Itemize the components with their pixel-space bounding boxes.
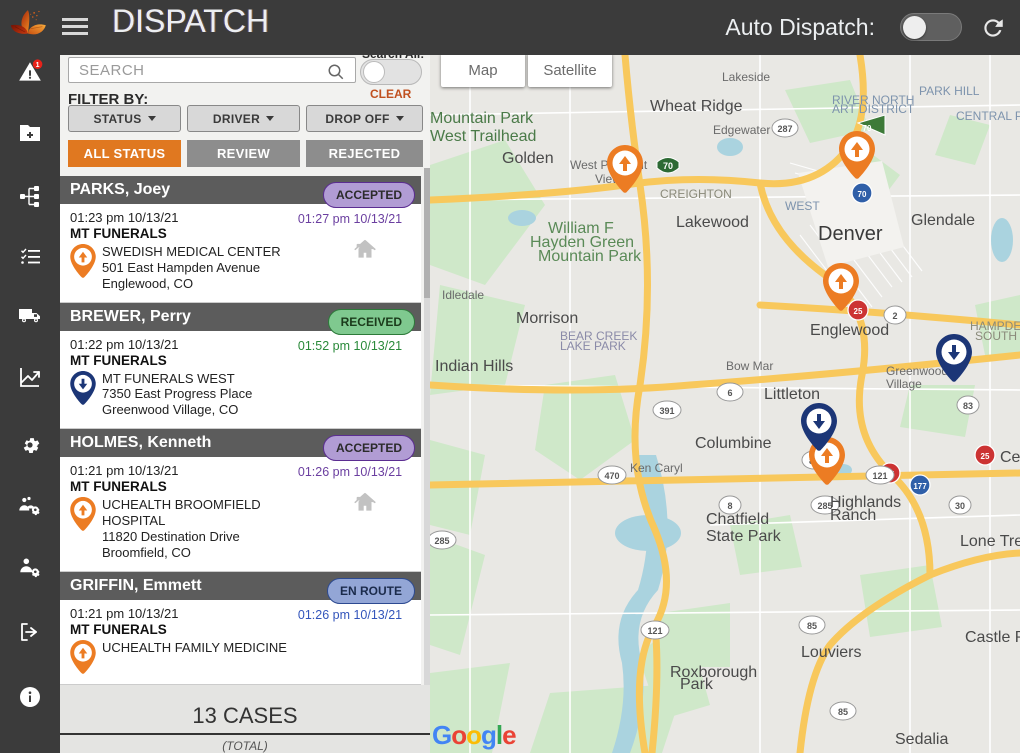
svg-text:State Park: State Park — [706, 528, 782, 545]
svg-text:Wheat Ridge: Wheat Ridge — [650, 98, 743, 115]
svg-text:Lakewood: Lakewood — [676, 214, 749, 231]
svg-text:287: 287 — [777, 124, 792, 134]
svg-text:Chatfield: Chatfield — [706, 511, 769, 528]
svg-text:Lone Tree: Lone Tree — [960, 533, 1020, 550]
svg-text:83: 83 — [963, 401, 973, 411]
svg-text:Park: Park — [680, 676, 714, 693]
svg-text:CREIGHTON: CREIGHTON — [660, 187, 732, 201]
svg-text:Golden: Golden — [502, 150, 554, 167]
svg-text:Columbine: Columbine — [695, 435, 772, 452]
svg-text:70: 70 — [663, 161, 673, 171]
svg-text:Lakeside: Lakeside — [722, 70, 770, 84]
svg-text:Morrison: Morrison — [516, 310, 578, 327]
svg-text:Mountain Park: Mountain Park — [430, 110, 534, 127]
svg-text:121: 121 — [872, 471, 887, 481]
svg-text:85: 85 — [838, 707, 848, 717]
svg-text:Denver: Denver — [818, 223, 883, 245]
svg-text:ART DISTRICT: ART DISTRICT — [832, 102, 915, 116]
svg-text:177: 177 — [913, 482, 927, 491]
svg-text:Ranch: Ranch — [830, 507, 876, 524]
svg-text:Edgewater: Edgewater — [713, 123, 770, 137]
svg-text:Castle Pines: Castle Pines — [965, 629, 1020, 646]
svg-text:SOUTH: SOUTH — [975, 329, 1017, 343]
svg-text:6: 6 — [727, 388, 732, 398]
svg-text:Ken Caryl: Ken Caryl — [630, 461, 683, 475]
svg-text:70: 70 — [858, 190, 867, 199]
svg-text:391: 391 — [659, 406, 674, 416]
svg-text:285: 285 — [434, 536, 449, 546]
svg-text:WEST: WEST — [785, 199, 820, 213]
svg-text:Glendale: Glendale — [911, 212, 975, 229]
svg-text:Sedalia: Sedalia — [895, 731, 948, 748]
svg-text:2: 2 — [892, 311, 897, 321]
svg-text:121: 121 — [647, 626, 662, 636]
svg-text:CENTRAL PARK: CENTRAL PARK — [956, 109, 1020, 123]
svg-text:Centennial: Centennial — [1000, 449, 1020, 466]
svg-text:Englewood: Englewood — [810, 322, 889, 339]
svg-text:Village: Village — [886, 377, 922, 391]
svg-text:470: 470 — [604, 471, 619, 481]
svg-text:West Trailhead: West Trailhead — [430, 128, 536, 145]
svg-text:8: 8 — [727, 501, 732, 511]
svg-text:LAKE PARK: LAKE PARK — [560, 339, 626, 353]
svg-text:Indian Hills: Indian Hills — [435, 358, 513, 375]
svg-text:Mountain Park: Mountain Park — [538, 248, 642, 265]
svg-text:PARK HILL: PARK HILL — [919, 84, 980, 98]
svg-text:Littleton: Littleton — [764, 386, 820, 403]
svg-text:Bow Mar: Bow Mar — [726, 359, 773, 373]
svg-text:30: 30 — [955, 501, 965, 511]
svg-text:Idledale: Idledale — [442, 288, 484, 302]
svg-text:25: 25 — [981, 452, 990, 461]
svg-text:1: 1 — [36, 62, 40, 69]
svg-text:Louviers: Louviers — [801, 644, 861, 661]
svg-text:85: 85 — [807, 621, 817, 631]
